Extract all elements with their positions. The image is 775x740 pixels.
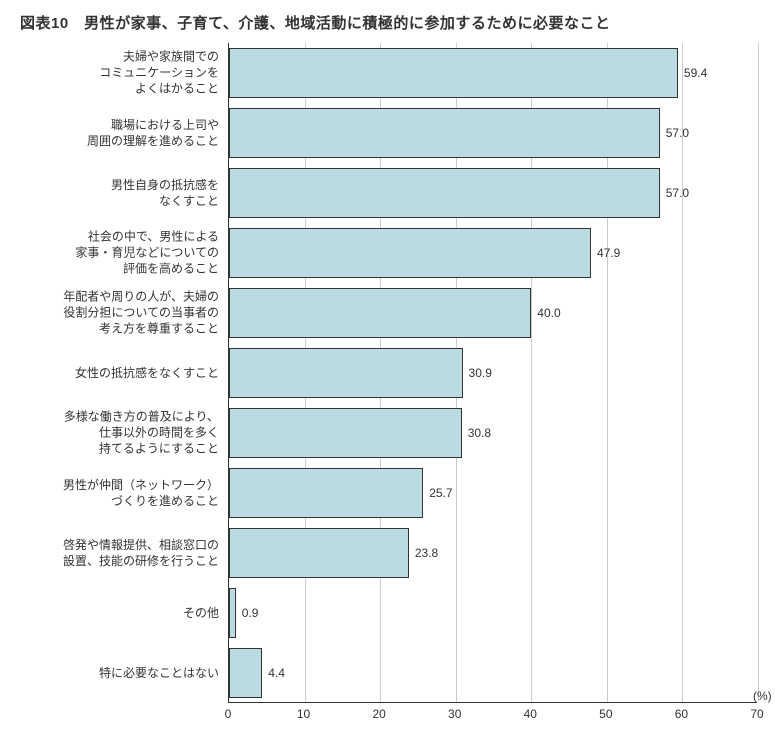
bar-value: 59.4 (678, 66, 707, 80)
bar-label: 啓発や情報提供、相談窓口の 設置、技能の研修を行うこと (19, 537, 229, 569)
bar-row: 啓発や情報提供、相談窓口の 設置、技能の研修を行うこと23.8 (229, 523, 757, 583)
x-tick-label: 0 (225, 707, 232, 721)
chart-title: 図表10 男性が家事、子育て、介護、地域活動に積極的に参加するために必要なこと (20, 12, 757, 33)
x-tick-label: 20 (372, 707, 385, 721)
bar-label: 職場における上司や 周囲の理解を進めること (19, 117, 229, 149)
bar-row: 夫婦や家族間での コミュニケーションを よくはかること59.4 (229, 43, 757, 103)
bar (229, 228, 591, 278)
bar-row: 男性自身の抵抗感を なくすこと57.0 (229, 163, 757, 223)
bar-chart: 夫婦や家族間での コミュニケーションを よくはかること59.4職場における上司や… (18, 43, 757, 739)
bar-label: 夫婦や家族間での コミュニケーションを よくはかること (19, 49, 229, 98)
bar-value: 4.4 (262, 666, 285, 680)
bar-row: 年配者や周りの人が、夫婦の 役割分担についての当事者の 考え方を尊重すること40… (229, 283, 757, 343)
bar-row: その他0.9 (229, 583, 757, 643)
x-tick-label: 10 (297, 707, 310, 721)
bar-value: 23.8 (409, 546, 438, 560)
x-tick-label: 70 (750, 707, 763, 721)
bar-row: 特に必要なことはない4.4 (229, 643, 757, 703)
grid-line (758, 43, 759, 702)
plot-area: 夫婦や家族間での コミュニケーションを よくはかること59.4職場における上司や… (228, 43, 757, 703)
bar (229, 348, 463, 398)
bar-label: 年配者や周りの人が、夫婦の 役割分担についての当事者の 考え方を尊重すること (19, 289, 229, 338)
bar (229, 48, 678, 98)
bar-value: 47.9 (591, 246, 620, 260)
bar-row: 男性が仲間（ネットワーク） づくりを進めること25.7 (229, 463, 757, 523)
bar (229, 108, 660, 158)
bar (229, 528, 409, 578)
bar-row: 多様な働き方の普及により、 仕事以外の時間を多く 持てるようにすること30.8 (229, 403, 757, 463)
bar-label: 多様な働き方の普及により、 仕事以外の時間を多く 持てるようにすること (19, 409, 229, 458)
bar-value: 40.0 (531, 306, 560, 320)
bar (229, 288, 531, 338)
bar (229, 168, 660, 218)
bar-label: 男性自身の抵抗感を なくすこと (19, 177, 229, 209)
bar-value: 57.0 (660, 186, 689, 200)
bar-value: 0.9 (236, 606, 259, 620)
bar-value: 25.7 (423, 486, 452, 500)
bar-value: 30.8 (462, 426, 491, 440)
bar-label: 男性が仲間（ネットワーク） づくりを進めること (19, 477, 229, 509)
bar-value: 30.9 (463, 366, 492, 380)
bar (229, 408, 462, 458)
x-tick-label: 30 (448, 707, 461, 721)
bar (229, 648, 262, 698)
bar-row: 職場における上司や 周囲の理解を進めること57.0 (229, 103, 757, 163)
bar-row: 社会の中で、男性による 家事・育児などについての 評価を高めること47.9 (229, 223, 757, 283)
bar-label: その他 (19, 605, 229, 621)
bar (229, 588, 236, 638)
bar-value: 57.0 (660, 126, 689, 140)
x-tick-label: 50 (599, 707, 612, 721)
bar-label: 社会の中で、男性による 家事・育児などについての 評価を高めること (19, 229, 229, 278)
x-axis-unit: (%) (753, 689, 772, 703)
page: 図表10 男性が家事、子育て、介護、地域活動に積極的に参加するために必要なこと … (0, 0, 775, 740)
bar-label: 女性の抵抗感をなくすこと (19, 365, 229, 381)
x-tick-label: 40 (524, 707, 537, 721)
bar-row: 女性の抵抗感をなくすこと30.9 (229, 343, 757, 403)
bar-label: 特に必要なことはない (19, 665, 229, 681)
x-tick-label: 60 (675, 707, 688, 721)
bar (229, 468, 423, 518)
